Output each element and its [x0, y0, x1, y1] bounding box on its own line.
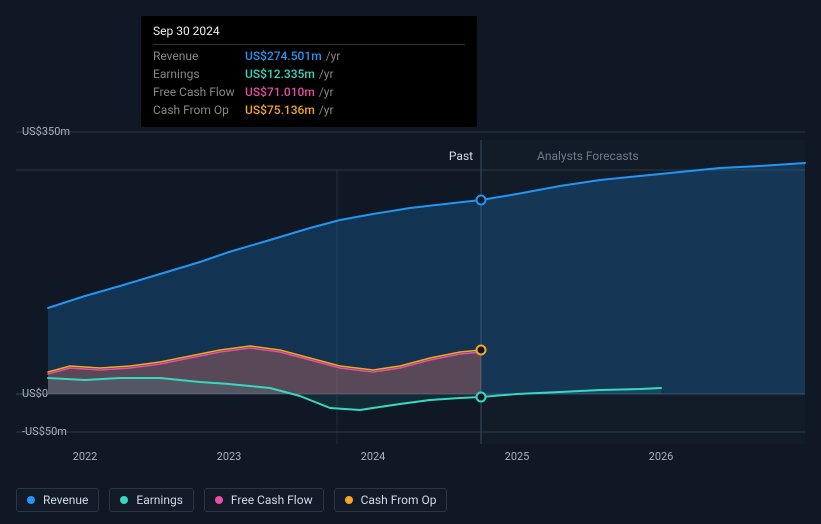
legend-item[interactable]: Earnings	[109, 488, 194, 512]
legend-item[interactable]: Revenue	[16, 488, 99, 512]
tooltip-metric-label: Earnings	[153, 67, 245, 81]
x-axis-label: 2025	[505, 450, 530, 463]
legend-item[interactable]: Free Cash Flow	[204, 488, 324, 512]
y-axis-label: US$0	[22, 387, 48, 400]
tooltip-metric-value: US$274.501m	[245, 49, 322, 63]
tooltip-metric-value: US$12.335m	[245, 67, 315, 81]
tooltip-row: RevenueUS$274.501m/yr	[153, 45, 465, 63]
chart-tooltip: Sep 30 2024 RevenueUS$274.501m/yrEarning…	[141, 16, 477, 127]
legend-label: Earnings	[136, 493, 183, 507]
tooltip-row: EarningsUS$12.335m/yr	[153, 63, 465, 81]
x-axis-label: 2022	[73, 450, 98, 463]
legend-label: Cash From Op	[361, 493, 437, 507]
tooltip-metric-label: Cash From Op	[153, 103, 245, 117]
legend-dot-icon	[215, 496, 223, 504]
tooltip-suffix: /yr	[319, 103, 334, 117]
legend-dot-icon	[345, 496, 353, 504]
tooltip-suffix: /yr	[319, 85, 334, 99]
legend-item[interactable]: Cash From Op	[334, 488, 448, 512]
legend-dot-icon	[27, 496, 35, 504]
tooltip-metric-value: US$75.136m	[245, 103, 315, 117]
tooltip-row: Free Cash FlowUS$71.010m/yr	[153, 81, 465, 99]
financials-chart: Sep 30 2024 RevenueUS$274.501m/yrEarning…	[0, 0, 821, 524]
y-axis-label: -US$50m	[22, 425, 67, 438]
tooltip-suffix: /yr	[326, 49, 341, 63]
legend-label: Free Cash Flow	[231, 493, 313, 507]
legend-label: Revenue	[43, 493, 88, 507]
legend-dot-icon	[120, 496, 128, 504]
tooltip-date: Sep 30 2024	[153, 24, 465, 45]
tooltip-metric-value: US$71.010m	[245, 85, 315, 99]
tooltip-metric-label: Free Cash Flow	[153, 85, 245, 99]
x-axis-label: 2024	[361, 450, 386, 463]
section-label-past: Past	[449, 149, 473, 163]
tooltip-suffix: /yr	[319, 67, 334, 81]
tooltip-metric-label: Revenue	[153, 49, 245, 63]
chart-legend: Revenue Earnings Free Cash Flow Cash From O…	[16, 488, 447, 512]
tooltip-row: Cash From OpUS$75.136m/yr	[153, 99, 465, 117]
x-axis-label: 2023	[217, 450, 242, 463]
y-axis-label: US$350m	[22, 125, 70, 138]
section-label-forecast: Analysts Forecasts	[537, 149, 639, 163]
x-axis-label: 2026	[649, 450, 674, 463]
